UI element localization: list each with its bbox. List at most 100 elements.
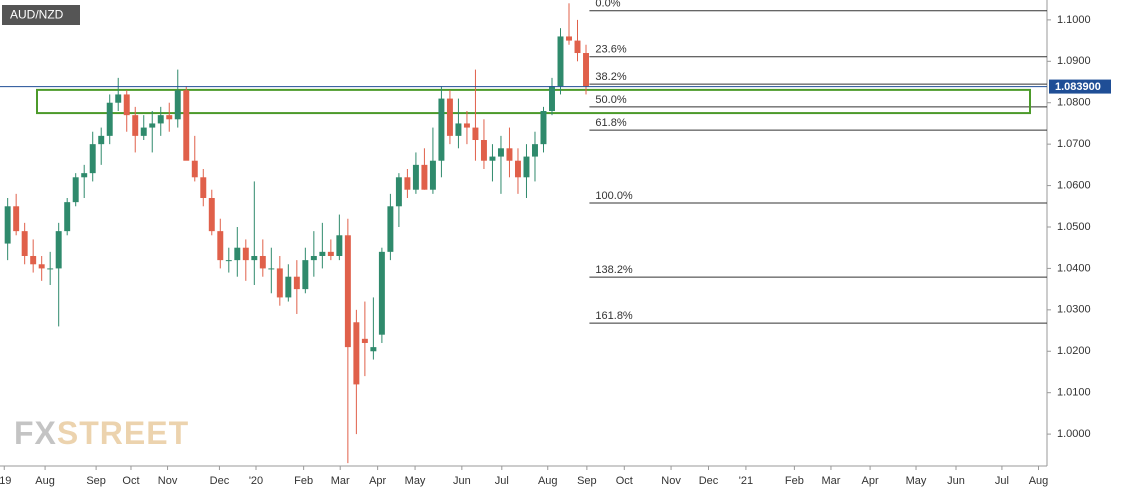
watermark-street: STREET — [57, 415, 189, 451]
x-tick-label: Mar — [821, 475, 840, 487]
x-tick-label: Dec — [699, 475, 719, 487]
x-tick-label: Oct — [616, 475, 633, 487]
candle-body — [378, 251, 385, 335]
y-tick-label: 1.1000 — [1057, 14, 1091, 26]
x-tick-label: Sep — [577, 475, 597, 487]
fib-label: 161.8% — [595, 310, 633, 322]
x-tick-label: Jun — [947, 475, 965, 487]
candle-body — [4, 206, 11, 244]
candle-body — [225, 260, 232, 262]
x-tick-label: Mar — [331, 475, 350, 487]
candle-body — [514, 160, 521, 178]
candle-body — [166, 115, 173, 120]
candle-body — [47, 268, 54, 270]
candle-body — [149, 123, 156, 128]
candle-body — [336, 235, 343, 256]
candle-body — [549, 86, 555, 112]
candle-body — [98, 135, 105, 145]
fib-label: 50.0% — [595, 94, 626, 106]
candle-body — [13, 206, 20, 232]
candle-body — [302, 260, 309, 290]
candle-body — [21, 231, 28, 256]
candle-body — [115, 94, 122, 103]
candle-body — [72, 177, 79, 203]
fib-label: 138.2% — [595, 264, 633, 276]
candle-body — [285, 276, 292, 298]
candle-body — [81, 173, 88, 178]
candle-body — [540, 111, 547, 145]
fib-label: 0.0% — [595, 0, 620, 10]
candle-body — [123, 94, 130, 116]
candle-body — [387, 206, 394, 252]
candle-body — [327, 251, 334, 256]
y-tick-label: 1.0400 — [1057, 262, 1091, 274]
last-price-label: 1.083900 — [1055, 81, 1101, 93]
x-tick-label: Aug — [538, 475, 558, 487]
x-tick-label: Dec — [210, 475, 230, 487]
x-tick-label: May — [906, 475, 927, 487]
candle-body — [370, 347, 377, 352]
x-tick-label: Jul — [995, 475, 1009, 487]
y-tick-label: 1.0700 — [1057, 138, 1091, 150]
fib-label: 23.6% — [595, 44, 626, 56]
candle-body — [242, 247, 249, 261]
chart-title: AUD/NZD — [10, 8, 64, 22]
y-tick-label: 1.0600 — [1057, 179, 1091, 191]
x-tick-label: Jun — [453, 475, 471, 487]
candle-body — [557, 36, 564, 87]
last-price-tag — [1049, 79, 1111, 94]
candle-body — [438, 98, 445, 161]
candle-body — [183, 90, 190, 161]
fib-label: 38.2% — [595, 71, 626, 83]
candle-body — [310, 255, 317, 261]
y-tick-label: 1.0500 — [1057, 221, 1091, 233]
candle-body — [268, 268, 275, 270]
x-tick-label: Sep — [86, 475, 106, 487]
fib-label: 100.0% — [595, 190, 633, 202]
x-tick-label: Apr — [369, 475, 386, 487]
x-tick-label: '19 — [0, 475, 11, 487]
candle-body — [361, 338, 368, 343]
watermark-fx: FX — [14, 415, 57, 451]
candle-body — [140, 127, 147, 136]
x-tick-label: Nov — [158, 475, 178, 487]
candle-body — [276, 268, 283, 298]
candle-body — [217, 231, 224, 261]
candle-body — [259, 255, 266, 269]
candle-body — [191, 160, 198, 178]
x-tick-label: Nov — [661, 475, 681, 487]
y-tick-label: 1.0200 — [1057, 345, 1091, 357]
candle-body — [319, 251, 326, 256]
x-tick-label: Feb — [294, 475, 313, 487]
x-tick-label: Jul — [495, 475, 509, 487]
x-tick-label: Aug — [35, 475, 55, 487]
candle-body — [344, 235, 351, 348]
candle-body — [463, 123, 470, 128]
x-tick-label: Oct — [122, 475, 139, 487]
candle-body — [353, 322, 360, 385]
candle-body — [532, 144, 538, 157]
candle-body — [429, 160, 436, 190]
candle-body — [251, 255, 258, 261]
watermark: FXSTREET — [14, 415, 189, 451]
candle-body — [157, 115, 164, 124]
candle-body — [89, 144, 96, 174]
x-tick-label: Feb — [785, 475, 804, 487]
candle-body — [574, 40, 581, 54]
candle-body — [412, 164, 419, 190]
candle-body — [395, 177, 402, 207]
x-tick-label: May — [405, 475, 426, 487]
candle-body — [489, 156, 496, 161]
candle-body — [132, 115, 139, 136]
candle-body — [497, 148, 504, 157]
y-tick-label: 1.0100 — [1057, 387, 1091, 399]
candle-body — [64, 202, 71, 232]
y-tick-label: 1.0300 — [1057, 304, 1091, 316]
support-zone — [36, 88, 1031, 115]
y-tick-label: 1.0000 — [1057, 428, 1091, 440]
title-box — [2, 5, 80, 25]
candle-body — [446, 98, 453, 136]
y-tick-label: 1.0800 — [1057, 97, 1091, 109]
